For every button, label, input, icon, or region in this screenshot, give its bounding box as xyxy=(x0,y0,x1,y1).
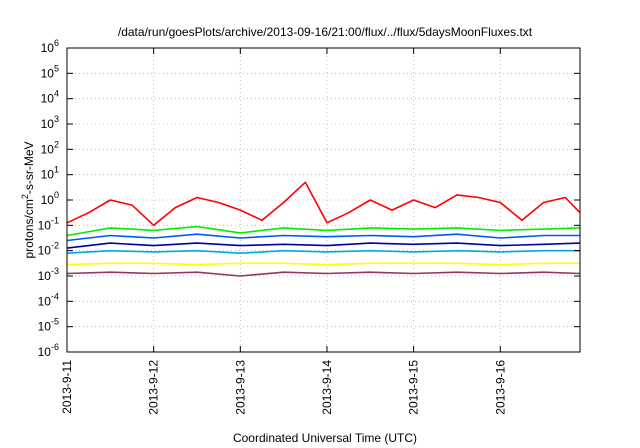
y-axis: 106 105 104 103 102 101 100 10-1 10-2 10-3 10-4 10-… xyxy=(38,38,580,359)
y-tick-label: 10-3 xyxy=(38,266,59,283)
y-tick-label: 10-1 xyxy=(38,215,59,232)
series-line-1 xyxy=(66,181,581,227)
y-tick-label: 106 xyxy=(41,38,59,55)
y-tick-label: 100 xyxy=(41,190,59,207)
series-line-6 xyxy=(66,262,580,266)
grid-lines xyxy=(67,48,580,352)
y-tick-label: 102 xyxy=(41,139,59,156)
y-tick-label: 103 xyxy=(41,114,59,131)
x-axis-label: Coordinated Universal Time (UTC) xyxy=(233,431,417,445)
y-axis-label: protons/cm2-s-sr-MeV xyxy=(20,141,36,258)
series-line-5 xyxy=(66,249,580,254)
x-tick-label: 2013-9-11 xyxy=(60,360,74,414)
series-line-4 xyxy=(66,242,581,249)
series-line-7 xyxy=(66,271,581,277)
series-line-3 xyxy=(66,233,580,242)
y-tick-label: 10-5 xyxy=(38,317,59,334)
y-tick-label: 101 xyxy=(41,165,59,182)
y-tick-label: 10-6 xyxy=(38,342,59,359)
x-tick-label: 2013-9-14 xyxy=(320,360,334,415)
y-tick-label: 105 xyxy=(41,63,59,80)
x-tick-label: 2013-9-13 xyxy=(233,360,247,415)
y-tick-label: 104 xyxy=(41,89,59,106)
series-line-2 xyxy=(66,225,581,237)
x-tick-label: 2013-9-15 xyxy=(407,360,421,415)
series-layer xyxy=(66,181,581,277)
x-tick-label: 2013-9-12 xyxy=(147,360,161,415)
chart-title: /data/run/goesPlots/archive/2013-09-16/2… xyxy=(118,25,533,39)
y-tick-label: 10-4 xyxy=(38,291,59,308)
y-tick-label: 10-2 xyxy=(38,241,59,258)
x-tick-label: 2013-9-16 xyxy=(493,360,507,415)
x-axis: 2013-9-11 2013-9-12 2013-9-13 2013-9-14 2013… xyxy=(60,48,507,415)
